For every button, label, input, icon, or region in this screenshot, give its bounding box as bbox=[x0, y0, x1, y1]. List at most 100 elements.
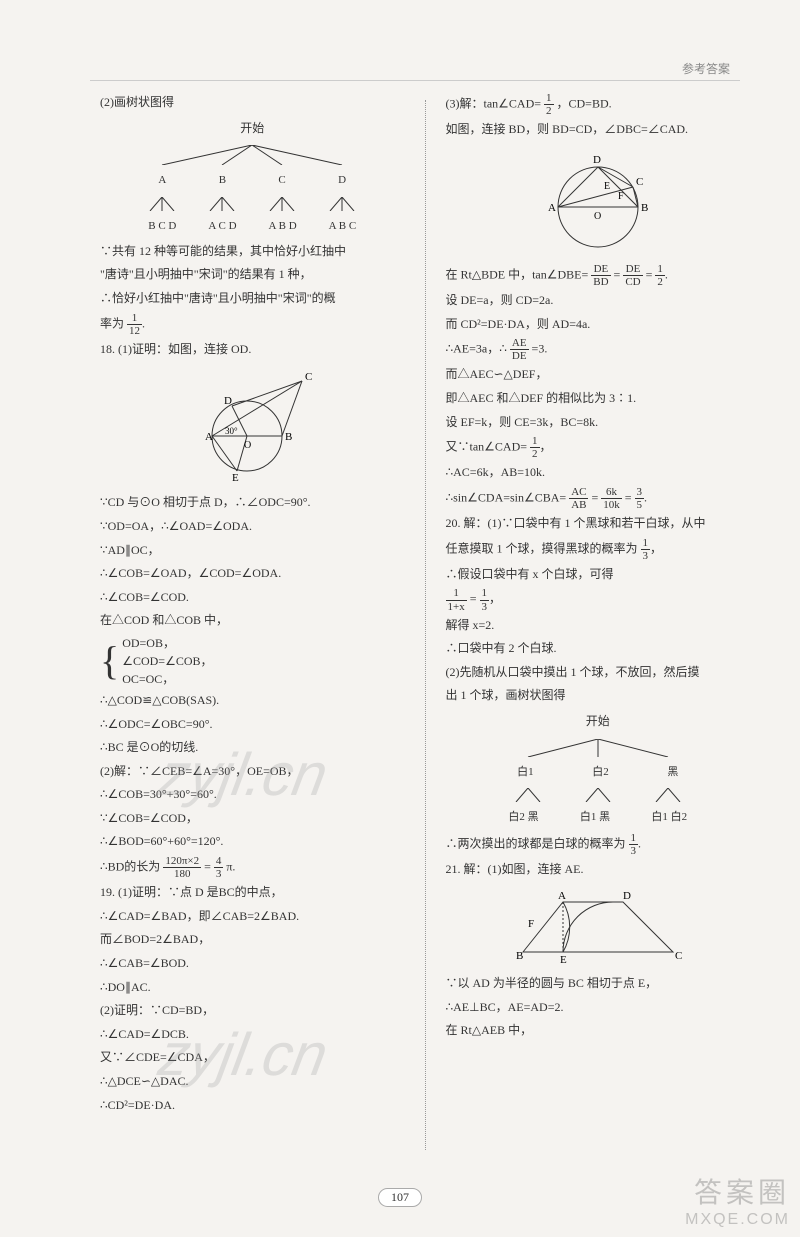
svg-text:30°: 30° bbox=[225, 426, 238, 436]
text-line: (2)证明：∵CD=BD， bbox=[100, 1000, 405, 1022]
tree-node: A C D bbox=[208, 217, 236, 237]
tree-node: B C D bbox=[148, 217, 176, 237]
fraction: DECD bbox=[623, 263, 642, 288]
tree-node: 白2 黑 bbox=[508, 808, 538, 828]
tree-node: D bbox=[338, 171, 346, 191]
text-line: ∴∠CAB=∠BOD. bbox=[100, 953, 405, 975]
tree-node: B bbox=[219, 171, 226, 191]
svg-text:O: O bbox=[594, 211, 601, 222]
tree-node: 白2 bbox=[592, 763, 609, 783]
text-line: (2)画树状图得 bbox=[100, 92, 405, 114]
text-line: (2)解：∵∠CEB=∠A=30°，OE=OB， bbox=[100, 761, 405, 783]
text-span: 在 Rt△BDE 中，tan∠DBE= bbox=[446, 267, 589, 281]
text-line: ∴恰好小红抽中"唐诗"且小明抽中"宋词"的概 bbox=[100, 288, 405, 310]
fraction: 12 bbox=[655, 263, 665, 288]
text-line: 在 Rt△BDE 中，tan∠DBE= DEBD = DECD = 12. bbox=[446, 263, 751, 288]
text-line: ∴两次摸出的球都是白球的概率为 13. bbox=[446, 832, 751, 857]
tree-branches-icon bbox=[132, 145, 372, 165]
header-rule bbox=[90, 80, 740, 81]
text-line: ∴BC 是⊙O的切线. bbox=[100, 737, 405, 759]
fraction: 120π×2180 bbox=[163, 855, 201, 880]
text-line: 在△COD 和△COB 中， bbox=[100, 610, 405, 632]
brace-group: { OD=OB， ∠COD=∠COB， OC=OC， bbox=[100, 634, 405, 688]
left-column: (2)画树状图得 开始 A B C D bbox=[100, 90, 405, 1197]
text-line: ∴sin∠CDA=sin∠CBA= ACAB = 6k10k = 35. bbox=[446, 486, 751, 511]
text-line: ∴AE=3a，∴ AEDE =3. bbox=[446, 337, 751, 362]
text-line: ∴AC=6k，AB=10k. bbox=[446, 462, 751, 484]
question-19: 19. (1)证明：∵点 D 是BC的中点， bbox=[100, 882, 405, 904]
left-brace-icon: { bbox=[100, 645, 119, 677]
svg-text:E: E bbox=[560, 954, 567, 966]
tree-node: 黑 bbox=[667, 763, 678, 783]
text-line: 即△AEC 和△DEF 的相似比为 3∶1. bbox=[446, 388, 751, 410]
text-line: 率为 112. bbox=[100, 312, 405, 337]
svg-text:C: C bbox=[636, 176, 643, 188]
text-line: ∵以 AD 为半径的圆与 BC 相切于点 E， bbox=[446, 973, 751, 995]
text-span: ∴sin∠CDA=sin∠CBA= bbox=[446, 490, 567, 504]
tree-node: A B C bbox=[329, 217, 357, 237]
tree-node: 白1 白2 bbox=[651, 808, 687, 828]
text-line: 设 DE=a，则 CD=2a. bbox=[446, 290, 751, 312]
text-span: =3. bbox=[532, 342, 548, 356]
tree-root: 开始 bbox=[488, 711, 708, 733]
fraction: 12 bbox=[530, 435, 540, 460]
page-number: 107 bbox=[378, 1188, 422, 1207]
question-20: 20. 解：(1)∵口袋中有 1 个黑球和若干白球，从中 bbox=[446, 513, 751, 535]
fraction: 6k10k bbox=[601, 486, 622, 511]
brand-url: MXQE.COM bbox=[685, 1211, 790, 1229]
text-line: ∴∠BOD=60°+60°=120°. bbox=[100, 831, 405, 853]
text-line: 而△AEC∽△DEF， bbox=[446, 364, 751, 386]
tree-branches-icon bbox=[488, 739, 708, 757]
svg-text:D: D bbox=[623, 890, 631, 902]
header-label: 参考答案 bbox=[682, 60, 730, 77]
tree-branches-icon bbox=[132, 197, 372, 211]
text-line: (3)解：tan∠CAD= 12 ，CD=BD. bbox=[446, 92, 751, 117]
text-span: 又∵tan∠CAD= bbox=[446, 439, 528, 453]
text-line: ∴∠ODC=∠OBC=90°. bbox=[100, 714, 405, 736]
text-line: 而∠BOD=2∠BAD， bbox=[100, 929, 405, 951]
svg-text:E: E bbox=[604, 181, 610, 192]
text-line: ∴∠COB=30°+30°=60°. bbox=[100, 784, 405, 806]
question-21: 21. 解：(1)如图，连接 AE. bbox=[446, 859, 751, 881]
tree-node: A bbox=[158, 171, 166, 191]
text-line: 又∵∠CDE=∠CDA， bbox=[100, 1047, 405, 1069]
tree-node: A B D bbox=[269, 217, 297, 237]
text-line: 如图，连接 BD，则 BD=CD，∠DBC=∠CAD. bbox=[446, 119, 751, 141]
text-line: ∴△DCE∽△DAC. bbox=[100, 1071, 405, 1093]
fraction: 13 bbox=[641, 537, 651, 562]
text-line: ∵OD=OA，∴∠OAD=∠ODA. bbox=[100, 516, 405, 538]
text-line: ∴BD的长为 120π×2180 = 43 π. bbox=[100, 855, 405, 880]
svg-text:B: B bbox=[641, 202, 648, 214]
text-span: ，CD=BD. bbox=[557, 96, 612, 110]
text-span: ∴BD的长为 bbox=[100, 859, 160, 873]
fraction: AEDE bbox=[510, 337, 529, 362]
page-content: (2)画树状图得 开始 A B C D bbox=[0, 0, 800, 1237]
circle-diagram-1: A B C D E O 30° bbox=[187, 366, 317, 486]
tree-node: 白1 黑 bbox=[580, 808, 610, 828]
svg-text:A: A bbox=[205, 431, 213, 443]
fraction: 13 bbox=[629, 832, 639, 857]
text-line: 解得 x=2. bbox=[446, 615, 751, 637]
fraction: 12 bbox=[544, 92, 554, 117]
fraction: 43 bbox=[214, 855, 224, 880]
fraction: 112 bbox=[127, 312, 142, 337]
text-line: ∵共有 12 种等可能的结果，其中恰好小红抽中 bbox=[100, 241, 405, 263]
tree-level-2: B C D A C D A B D A B C bbox=[132, 217, 372, 237]
text-line: ∵CD 与⊙O 相切于点 D，∴∠ODC=90°. bbox=[100, 492, 405, 514]
svg-text:E: E bbox=[232, 472, 239, 484]
corner-brand: 答案圈 MXQE.COM bbox=[685, 1171, 790, 1229]
text-line: "唐诗"且小明抽中"宋词"的结果有 1 种， bbox=[100, 264, 405, 286]
text-span: ∴AE=3a，∴ bbox=[446, 342, 507, 356]
tree-level-2: 白2 黑 白1 黑 白1 白2 bbox=[488, 808, 708, 828]
svg-text:D: D bbox=[593, 154, 601, 166]
text-line: ∴△COD≌△COB(SAS). bbox=[100, 690, 405, 712]
text-line: 出 1 个球，画树状图得 bbox=[446, 685, 751, 707]
text-line: ∴DO∥AC. bbox=[100, 977, 405, 999]
svg-text:D: D bbox=[224, 395, 232, 407]
text-line: 又∵tan∠CAD= 12， bbox=[446, 435, 751, 460]
text-line: 11+x = 13， bbox=[446, 587, 751, 612]
fraction: ACAB bbox=[569, 486, 588, 511]
text-line: ∴AE⊥BC，AE=AD=2. bbox=[446, 997, 751, 1019]
text-line: ∴∠CAD=∠BAD，即∠CAB=2∠BAD. bbox=[100, 906, 405, 928]
brace-line: ∠COD=∠COB， bbox=[122, 652, 212, 670]
